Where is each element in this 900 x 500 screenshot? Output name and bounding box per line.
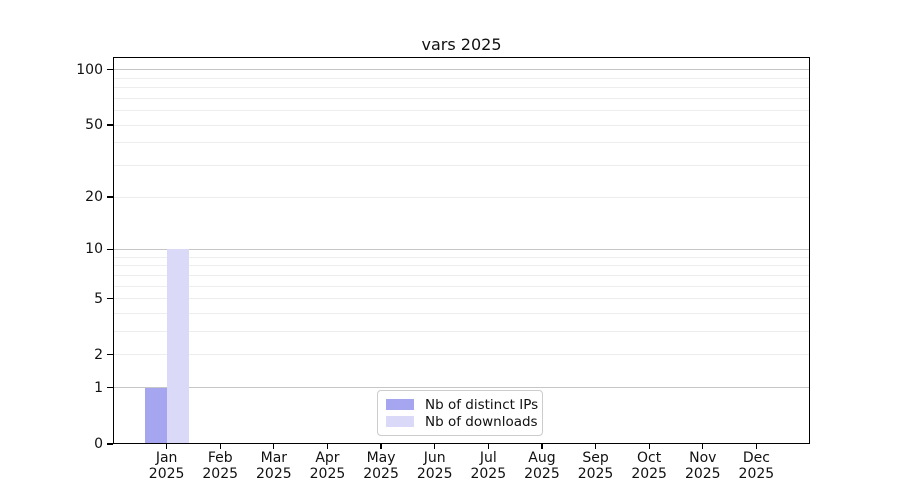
legend-label-distinct-ips: Nb of distinct IPs	[425, 396, 539, 413]
x-tick-year: 2025	[256, 465, 292, 482]
x-tick-month: Feb	[207, 450, 233, 466]
x-tick-month: Jul	[479, 450, 497, 466]
x-tick-year: 2025	[363, 465, 399, 482]
x-tick-year: 2025	[684, 465, 721, 482]
x-tick-month: May	[366, 450, 396, 466]
minor-gridline	[113, 77, 810, 79]
legend: Nb of distinct IPs Nb of downloads	[377, 390, 543, 436]
minor-gridline	[113, 274, 810, 276]
x-tick-mark	[702, 444, 704, 449]
minor-gridline	[113, 354, 810, 356]
x-tick-month: Apr	[315, 450, 340, 466]
x-tick-month: Sep	[582, 450, 609, 466]
x-tick-mark	[219, 444, 221, 449]
minor-gridline	[113, 87, 810, 89]
bar-distinct-ips	[144, 387, 167, 444]
minor-gridline	[113, 142, 810, 144]
x-tick-label: Sep 2025	[564, 450, 628, 482]
x-tick-month: Dec	[742, 450, 770, 466]
minor-gridline	[113, 312, 810, 314]
y-tick-mark	[107, 354, 113, 356]
x-tick-year: 2025	[470, 465, 507, 482]
minor-gridline	[113, 331, 810, 333]
x-tick-label: Jan 2025	[135, 450, 199, 482]
x-tick-mark	[166, 444, 168, 449]
y-tick-mark	[107, 443, 113, 445]
x-tick-month: Oct	[637, 450, 662, 466]
major-gridline	[113, 69, 810, 71]
x-tick-label: Oct 2025	[617, 450, 681, 482]
x-tick-mark	[380, 444, 382, 449]
x-tick-month: Nov	[689, 450, 717, 466]
minor-gridline	[113, 285, 810, 287]
x-tick-label: May 2025	[349, 450, 413, 482]
bar-downloads	[166, 249, 189, 444]
x-tick-mark	[648, 444, 650, 449]
legend-swatch-distinct-ips	[386, 399, 414, 410]
y-tick-label: 5	[94, 290, 103, 307]
minor-gridline	[113, 265, 810, 267]
x-tick-month: Jun	[423, 450, 446, 466]
y-tick-mark	[107, 124, 113, 126]
y-tick-label: 2	[94, 346, 103, 363]
y-tick-mark	[107, 387, 113, 389]
x-tick-year: 2025	[524, 465, 560, 482]
minor-gridline	[113, 110, 810, 112]
legend-row-distinct-ips: Nb of distinct IPs	[386, 396, 538, 413]
x-tick-mark	[487, 444, 489, 449]
minor-gridline	[113, 97, 810, 99]
x-tick-month: Mar	[260, 450, 288, 466]
major-gridline	[113, 387, 810, 389]
x-tick-month: Jan	[155, 450, 178, 466]
minor-gridline	[113, 196, 810, 198]
y-tick-label: 100	[76, 61, 103, 78]
legend-label-downloads: Nb of downloads	[425, 413, 538, 430]
x-tick-year: 2025	[738, 465, 775, 482]
x-tick-year: 2025	[202, 465, 239, 482]
x-tick-label: Dec 2025	[724, 450, 788, 482]
x-tick-label: Jul 2025	[456, 450, 520, 482]
x-tick-year: 2025	[631, 465, 667, 482]
minor-gridline	[113, 124, 810, 126]
y-tick-label: 0	[94, 436, 103, 452]
x-tick-mark	[326, 444, 329, 449]
plot-frame	[113, 57, 810, 444]
x-tick-month: Aug	[528, 450, 556, 466]
x-tick-mark	[541, 444, 543, 449]
x-tick-year: 2025	[416, 465, 453, 482]
y-tick-mark	[107, 248, 113, 251]
minor-gridline	[113, 256, 810, 258]
x-tick-label: Mar 2025	[242, 450, 306, 482]
minor-gridline	[113, 298, 810, 300]
y-tick-mark	[107, 196, 113, 198]
legend-row-downloads: Nb of downloads	[386, 413, 538, 430]
x-tick-year: 2025	[577, 465, 614, 482]
y-tick-label: 20	[85, 189, 103, 206]
x-tick-mark	[755, 444, 757, 449]
major-gridline	[113, 248, 810, 250]
y-tick-mark	[107, 69, 113, 71]
x-tick-year: 2025	[148, 465, 185, 482]
x-tick-label: Apr 2025	[295, 450, 359, 482]
y-tick-mark	[107, 298, 113, 300]
x-tick-label: Jun 2025	[403, 450, 467, 482]
legend-swatch-downloads	[386, 416, 414, 427]
y-tick-label: 50	[85, 117, 103, 134]
y-tick-label: 1	[94, 379, 103, 396]
y-tick-label: 10	[85, 241, 103, 258]
x-tick-mark	[594, 444, 597, 449]
x-tick-mark	[434, 444, 436, 449]
minor-gridline	[113, 164, 810, 166]
x-tick-mark	[273, 444, 275, 449]
x-tick-label: Nov 2025	[671, 450, 735, 482]
chart-title: vars 2025	[421, 35, 502, 54]
x-tick-label: Feb 2025	[188, 450, 252, 482]
x-tick-label: Aug 2025	[510, 450, 574, 482]
x-tick-year: 2025	[309, 465, 346, 482]
